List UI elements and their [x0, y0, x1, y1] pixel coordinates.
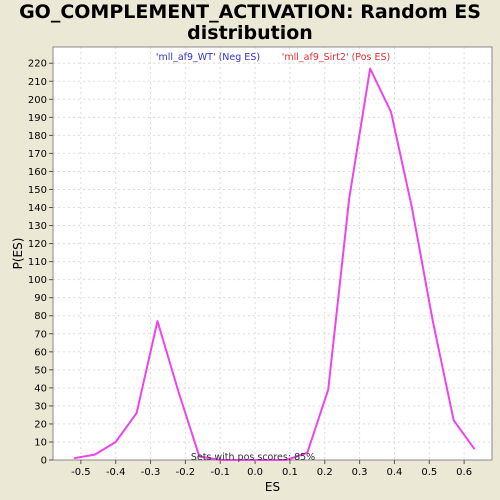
y-tick-label: 70 — [34, 329, 47, 340]
legend-neg-es: 'mll_af9_WT' (Neg ES) — [156, 52, 260, 63]
chart-title-line2: distribution — [187, 22, 313, 44]
x-tick-label: -0.1 — [210, 467, 230, 478]
y-tick-label: 170 — [28, 149, 47, 160]
y-tick-label: 90 — [34, 293, 47, 304]
x-tick-label: 0.0 — [247, 467, 263, 478]
x-tick-label: 0.4 — [386, 467, 402, 478]
y-tick-label: 140 — [28, 203, 47, 214]
y-tick-label: 20 — [34, 419, 47, 430]
x-tick-label: -0.5 — [71, 467, 91, 478]
y-tick-label: 10 — [34, 437, 47, 448]
y-tick-label: 160 — [28, 167, 47, 178]
x-tick-label: 0.1 — [282, 467, 298, 478]
pos-scores-annotation: Sets with pos scores: 85% — [191, 452, 315, 463]
x-tick-label: -0.3 — [141, 467, 161, 478]
series-line — [73, 67, 476, 461]
chart-title-line1: GO_COMPLEMENT_ACTIVATION: Random ES — [19, 1, 481, 23]
x-tick-label: 0.6 — [456, 467, 472, 478]
y-tick-label: 0 — [41, 456, 47, 467]
x-axis-label: ES — [265, 480, 280, 494]
y-tick-label: 120 — [28, 239, 47, 250]
plot-area — [53, 47, 492, 460]
y-tick-label: 220 — [28, 59, 47, 70]
y-tick-label: 100 — [28, 275, 47, 286]
y-tick-label: 130 — [28, 221, 47, 232]
x-tick-label: 0.5 — [421, 467, 437, 478]
x-tick-label: -0.2 — [176, 467, 196, 478]
legend-pos-es: 'mll_af9_Sirt2' (Pos ES) — [282, 52, 390, 63]
y-tick-label: 190 — [28, 113, 47, 124]
y-tick-label: 210 — [28, 77, 47, 88]
y-tick-label: 50 — [34, 365, 47, 376]
y-tick-label: 80 — [34, 311, 47, 322]
y-tick-label: 40 — [34, 383, 47, 394]
x-tick-label: -0.4 — [106, 467, 126, 478]
y-tick-label: 110 — [28, 257, 47, 268]
y-tick-label: 180 — [28, 131, 47, 142]
x-tick-label: 0.3 — [352, 467, 368, 478]
y-tick-label: 60 — [34, 347, 47, 358]
y-axis-label: P(ES) — [11, 238, 25, 270]
x-tick-label: 0.2 — [317, 467, 333, 478]
y-tick-label: 150 — [28, 185, 47, 196]
y-tick-label: 200 — [28, 95, 47, 106]
y-tick-label: 30 — [34, 401, 47, 412]
